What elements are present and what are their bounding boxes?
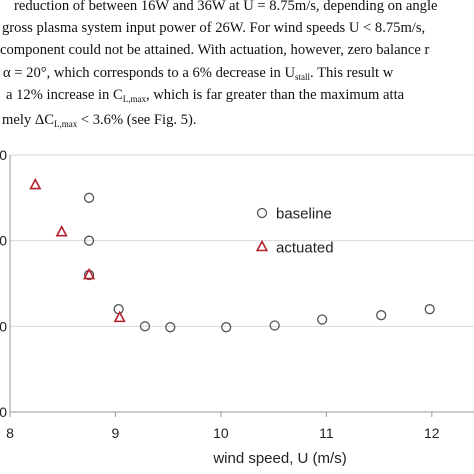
data-points (29, 177, 435, 333)
y-tick-label: 0 (0, 233, 7, 249)
line-text: mely ΔC (2, 112, 54, 128)
y-tick-label: 0 (0, 318, 7, 334)
y-tick-label: 0 (0, 404, 7, 420)
subscript: L,max (122, 94, 146, 104)
axes (9, 155, 474, 417)
baseline-point (424, 304, 435, 315)
paragraph-line: reduction of between 16W and 36W at U = … (14, 0, 438, 14)
baseline-point (83, 192, 95, 203)
subscript: stall (295, 72, 311, 82)
legend-label: baseline (276, 206, 332, 223)
actuated-point (55, 224, 68, 237)
paragraph-line: α = 20°, which corresponds to a 6% decre… (3, 65, 393, 82)
paragraph-line: mely ΔCL,max < 3.6% (see Fig. 5). (2, 112, 197, 129)
legend-marker-actuated (255, 239, 269, 252)
gridlines (10, 154, 474, 327)
legend-label: actuated (276, 240, 334, 257)
subscript: L,max (53, 119, 78, 129)
line-text: . This result w (310, 65, 394, 81)
x-tick-label: 10 (213, 425, 229, 441)
x-tick-label: 9 (112, 425, 120, 441)
baseline-point (376, 310, 387, 321)
x-tick-label: 8 (6, 425, 14, 441)
x-axis-label: wind speed, U (m/s) (212, 450, 346, 467)
baseline-point (165, 322, 176, 333)
baseline-point (83, 235, 95, 246)
legend-marker-baseline (256, 207, 268, 219)
line-text: < 3.6% (see Fig. 5). (77, 112, 197, 128)
legend: baseline actuated (255, 206, 334, 257)
baseline-point (316, 314, 328, 325)
line-text: α = 20°, which corresponds to a 6% decre… (3, 65, 296, 81)
baseline-point (269, 320, 280, 331)
actuated-point (83, 267, 96, 280)
x-tick-label: 12 (424, 425, 440, 441)
line-text: , which is far greater than the maximum … (145, 87, 405, 103)
tick-labels: 8 9 10 11 12 0 0 0 0 (0, 147, 440, 441)
actuated-point (113, 310, 126, 323)
baseline-point (139, 321, 151, 332)
line-text: a 12% increase in C (6, 87, 123, 103)
x-tick-label: 11 (319, 425, 334, 441)
paragraph-line: gross plasma system input power of 26W. … (2, 20, 426, 36)
paragraph-line: component could not be attained. With ac… (0, 42, 430, 58)
baseline-point (113, 304, 124, 315)
baseline-point (221, 322, 232, 333)
paragraph-line: a 12% increase in CL,max, which is far g… (6, 87, 404, 104)
paragraph-text: reduction of between 16W and 36W at U = … (0, 0, 474, 150)
y-tick-label: 0 (0, 147, 7, 163)
actuated-point (29, 177, 42, 190)
